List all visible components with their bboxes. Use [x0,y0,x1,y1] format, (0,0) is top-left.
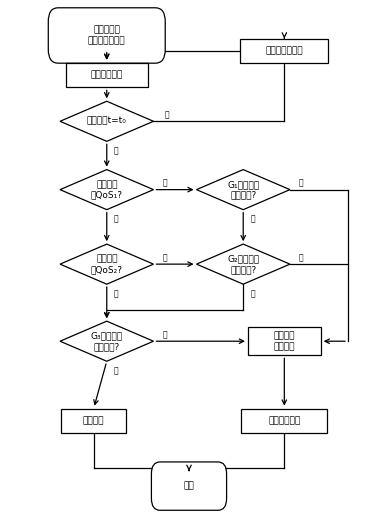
Polygon shape [60,244,153,284]
Text: 是: 是 [163,179,167,188]
Text: G₂组是否有
空闲波长?: G₂组是否有 空闲波长? [227,254,259,274]
Bar [240,38,328,63]
Bar [241,409,327,433]
Text: 是: 是 [163,253,167,262]
Text: G₁组是否有
空闲波长?: G₁组是否有 空闲波长? [227,180,259,199]
FancyBboxPatch shape [48,8,165,63]
Text: 业务级别
为QoS₂?: 业务级别 为QoS₂? [91,254,123,274]
Text: 否: 否 [250,289,255,298]
Text: 业务级别
为QoS₁?: 业务级别 为QoS₁? [91,180,123,199]
Text: 网络初始化
设定初始波长数: 网络初始化 设定初始波长数 [88,26,125,45]
Text: 是: 是 [299,179,304,188]
Text: 否: 否 [250,214,255,223]
Text: 释放占用波长: 释放占用波长 [268,416,301,425]
Bar [248,327,321,355]
Text: 否: 否 [114,146,118,155]
Text: 否: 否 [114,214,118,223]
Text: 业务请求到达: 业务请求到达 [91,70,123,80]
FancyBboxPatch shape [152,462,226,510]
Text: 否: 否 [114,289,118,298]
Text: 否: 否 [114,366,118,375]
Text: 是: 是 [164,110,169,119]
Text: 拒绝请求: 拒绝请求 [83,416,104,425]
Text: 为该业务
分配波长: 为该业务 分配波长 [274,332,295,351]
Polygon shape [197,244,290,284]
Polygon shape [60,169,153,210]
Polygon shape [60,101,153,141]
Bar [61,409,126,433]
Text: 时间间隔t=t₀: 时间间隔t=t₀ [87,117,127,126]
Text: 是: 是 [163,330,167,339]
Polygon shape [197,169,290,210]
Text: G₃组是否有
空闲波长?: G₃组是否有 空闲波长? [91,332,123,351]
Polygon shape [60,321,153,361]
Bar [66,63,148,88]
Text: 更新各组波长数: 更新各组波长数 [265,47,303,55]
Text: 是: 是 [299,253,304,262]
Text: 结束: 结束 [184,482,194,491]
